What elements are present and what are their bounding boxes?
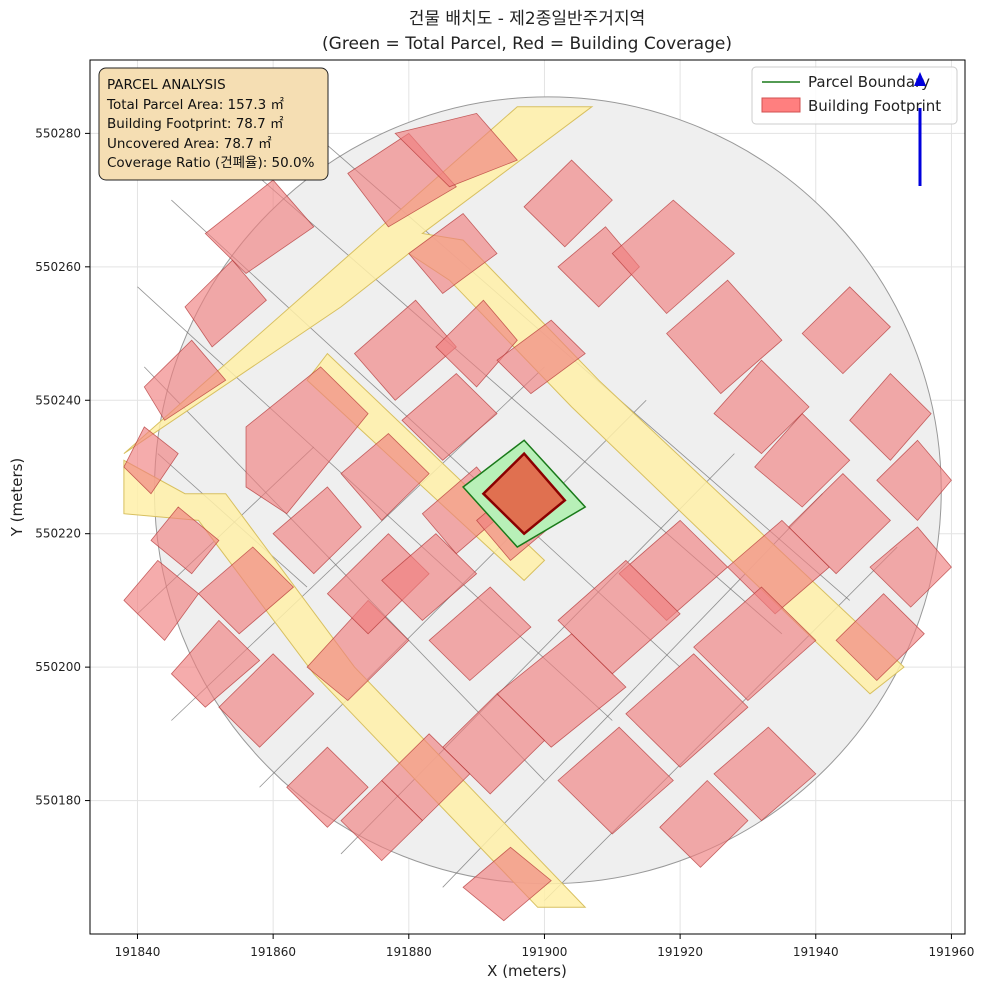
y-tick-label: 550200 bbox=[35, 660, 81, 674]
legend-parcel-boundary-label: Parcel Boundary bbox=[808, 73, 930, 91]
building-footprint bbox=[435, 299, 518, 388]
building-footprint bbox=[150, 506, 220, 575]
legend-building-footprint-label: Building Footprint bbox=[808, 97, 941, 115]
info-box-title: PARCEL ANALYSIS bbox=[107, 77, 226, 93]
x-tick-label: 191860 bbox=[250, 945, 296, 959]
parcel-line bbox=[143, 366, 545, 781]
info-box-background bbox=[98, 67, 329, 181]
x-tick-label: 191940 bbox=[793, 945, 839, 959]
building-footprint bbox=[340, 433, 430, 521]
building-footprint bbox=[272, 486, 362, 575]
building-footprint bbox=[611, 199, 736, 315]
info-box: PARCEL ANALYSIS Total Parcel Area: 157.3… bbox=[98, 67, 329, 181]
y-axis-label: Y (meters) bbox=[8, 458, 26, 538]
building-footprint bbox=[523, 159, 613, 248]
y-tick-label: 550220 bbox=[35, 527, 81, 541]
info-box-footprint: Building Footprint: 78.7 ㎡ bbox=[107, 116, 284, 132]
building-footprint bbox=[428, 586, 532, 682]
building-footprint bbox=[835, 593, 925, 682]
y-axis-ticks: 550180 550200 550220 550240 550260 550280 bbox=[35, 126, 90, 808]
building-footprint bbox=[713, 359, 810, 455]
north-arrow-head bbox=[914, 72, 926, 86]
building-footprint bbox=[801, 286, 891, 375]
legend-box bbox=[751, 66, 958, 125]
chart-title-line-1: 건물 배치도 - 제2종일반주거지역 bbox=[409, 9, 645, 29]
building-footprint bbox=[394, 112, 518, 188]
building-footprint bbox=[462, 846, 552, 922]
building-footprint bbox=[184, 259, 267, 348]
building-footprint bbox=[557, 726, 674, 835]
y-tick-label: 550240 bbox=[35, 393, 81, 407]
legend-building-footprint-swatch bbox=[761, 97, 801, 113]
info-box-total-area: Total Parcel Area: 157.3 ㎡ bbox=[106, 97, 284, 113]
building-footprint bbox=[713, 726, 817, 822]
info-box-uncovered: Uncovered Area: 78.7 ㎡ bbox=[107, 136, 272, 152]
y-tick-label: 550180 bbox=[35, 794, 81, 808]
x-tick-label: 191900 bbox=[522, 945, 568, 959]
building-footprint bbox=[693, 586, 817, 702]
building-footprint bbox=[659, 779, 749, 868]
building-footprint bbox=[340, 779, 423, 862]
building-footprint bbox=[306, 599, 410, 702]
building-footprint bbox=[143, 339, 227, 421]
building-footprint bbox=[754, 413, 851, 508]
building-footprint bbox=[496, 319, 586, 395]
building-footprint bbox=[245, 366, 369, 515]
x-tick-label: 191840 bbox=[115, 945, 161, 959]
info-box-coverage: Coverage Ratio (건폐율): 50.0% bbox=[107, 155, 315, 171]
building-footprint bbox=[666, 279, 783, 395]
building-footprint bbox=[123, 426, 179, 495]
building-footprint bbox=[170, 619, 261, 708]
building-footprint bbox=[218, 653, 315, 748]
building-footprint bbox=[442, 693, 546, 795]
north-arrow bbox=[914, 72, 926, 186]
building-footprint bbox=[381, 533, 478, 621]
building-footprint bbox=[286, 746, 369, 828]
x-axis-label: X (meters) bbox=[487, 962, 567, 980]
building-footprint bbox=[408, 212, 498, 295]
legend: Parcel Boundary Building Footprint bbox=[751, 66, 958, 125]
x-tick-label: 191960 bbox=[929, 945, 975, 959]
building-footprint bbox=[123, 559, 200, 642]
building-footprint bbox=[625, 653, 749, 768]
x-tick-label: 191920 bbox=[657, 945, 703, 959]
y-tick-label: 550280 bbox=[35, 126, 81, 140]
building-footprint bbox=[869, 526, 952, 608]
building-footprint bbox=[849, 373, 932, 461]
target-building-footprint bbox=[481, 451, 567, 536]
plot-frame bbox=[89, 59, 966, 935]
chart-title-line-2: (Green = Total Parcel, Red = Building Co… bbox=[322, 34, 732, 54]
y-tick-label: 550260 bbox=[35, 260, 81, 274]
x-axis-ticks: 191840 191860 191880 191900 191920 191940 1919… bbox=[115, 934, 975, 959]
x-tick-label: 191880 bbox=[386, 945, 432, 959]
building-footprint bbox=[876, 439, 952, 521]
neighbor-buildings bbox=[123, 112, 952, 922]
building-footprint bbox=[197, 546, 295, 635]
building-footprint bbox=[401, 373, 498, 461]
